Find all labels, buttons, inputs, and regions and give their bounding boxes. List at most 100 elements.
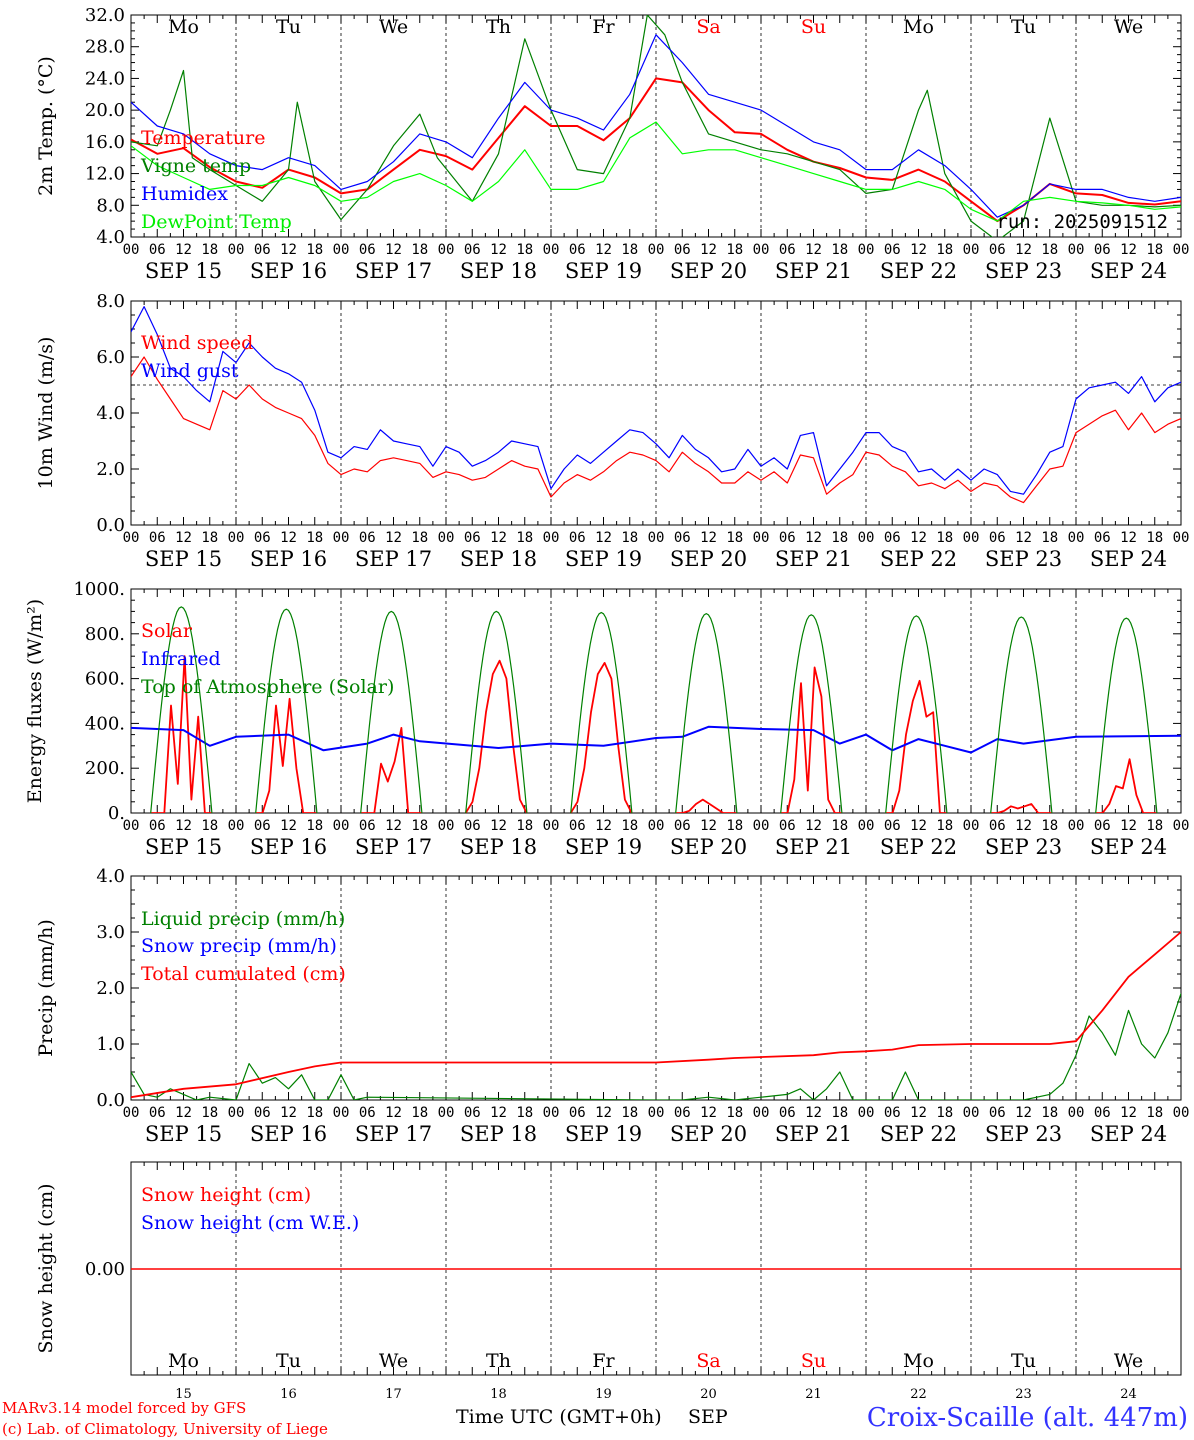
date-label: SEP 18 [460,547,537,571]
hour-tick-label: 06 [989,530,1006,546]
series-humidex [131,34,1181,218]
hour-tick-label: 18 [1041,242,1058,258]
hour-tick-label: 12 [175,1105,192,1121]
hour-tick-label: 12 [700,242,717,258]
hour-tick-label: 18 [1041,530,1058,546]
hour-tick-label: 18 [831,242,848,258]
day-number-label: 24 [1120,1387,1137,1402]
month-label: SEP [688,1406,728,1428]
hour-tick-label: 00 [963,530,980,546]
series-wind-gust [131,306,1181,495]
hour-tick-label: 12 [805,530,822,546]
y-axis-title: 10m Wind (m/s) [35,337,57,490]
weekday-label: Th [486,1350,511,1372]
date-label: SEP 17 [355,835,432,859]
date-label: SEP 19 [565,835,642,859]
y-tick-label: 2.0 [96,459,125,480]
hour-tick-label: 18 [726,242,743,258]
hour-tick-label: 18 [411,1105,428,1121]
day-number-label: 20 [700,1387,717,1402]
hour-tick-label: 00 [228,1105,245,1121]
hour-tick-label: 00 [858,530,875,546]
hour-tick-label: 06 [1094,818,1111,834]
hour-tick-label: 18 [306,530,323,546]
weekday-label: Mo [168,16,199,38]
hour-tick-label: 06 [149,1105,166,1121]
hour-tick-label: 00 [543,1105,560,1121]
series-infrared [131,725,1181,754]
legend-entry: Top of Atmosphere (Solar) [141,676,394,698]
y-tick-label: 0. [108,803,125,824]
hour-tick-label: 00 [1068,1105,1085,1121]
hour-tick-label: 12 [805,1105,822,1121]
hour-tick-label: 12 [280,242,297,258]
hour-tick-label: 18 [936,530,953,546]
hour-tick-label: 18 [516,530,533,546]
hour-tick-label: 18 [201,818,218,834]
date-label: SEP 24 [1090,835,1167,859]
series-total-cumulated-cm [131,930,1181,1099]
hour-tick-label: 12 [385,530,402,546]
plot-area [131,15,1181,237]
hour-tick-label: 12 [385,1105,402,1121]
credit-line-1: MARv3.14 model forced by GFS [2,1399,246,1417]
hour-tick-label: 00 [228,530,245,546]
hour-tick-label: 18 [201,530,218,546]
series-solar [464,659,528,813]
hour-tick-label: 18 [516,1105,533,1121]
hour-tick-label: 00 [333,530,350,546]
hour-tick-label: 00 [228,818,245,834]
hour-tick-label: 12 [1120,242,1137,258]
hour-tick-label: 06 [149,818,166,834]
date-label: SEP 24 [1090,259,1167,283]
series-liquid-precip-mm-h [131,993,1181,1100]
legend-entry: Snow height (cm) [141,1184,311,1206]
hour-tick-label: 00 [1173,530,1190,546]
hour-tick-label: 00 [648,1105,665,1121]
hour-tick-label: 12 [805,818,822,834]
legend-entry: Wind speed [141,332,253,354]
credit-line-2: (c) Lab. of Climatology, University of L… [2,1420,328,1438]
series-top-of-atmosphere-solar [780,614,843,813]
hour-tick-label: 06 [884,530,901,546]
hour-tick-label: 06 [359,242,376,258]
date-label: SEP 23 [985,547,1062,571]
hour-tick-label: 18 [936,242,953,258]
hour-tick-label: 18 [831,818,848,834]
day-number-label: 18 [490,1387,507,1402]
hour-tick-label: 12 [595,1105,612,1121]
hour-tick-label: 00 [438,1105,455,1121]
weekday-label: We [1114,1350,1143,1372]
weekday-label: Mo [168,1350,199,1372]
hour-tick-label: 00 [858,818,875,834]
hour-tick-label: 06 [569,530,586,546]
series-top-of-atmosphere-solar [255,608,318,813]
series-solar [255,697,317,813]
series-solar [675,798,737,813]
y-tick-label: 600. [85,669,125,690]
hour-tick-label: 18 [1146,242,1163,258]
weekday-label: Tu [276,1350,301,1372]
hour-tick-label: 06 [989,818,1006,834]
hour-tick-label: 06 [1094,1105,1111,1121]
hour-tick-label: 06 [254,242,271,258]
legend-entry: Vigne temp [140,155,251,177]
hour-tick-label: 00 [963,242,980,258]
hour-tick-label: 00 [1068,242,1085,258]
hour-tick-label: 00 [753,530,770,546]
legend-entry: Total cumulated (cm) [141,963,346,985]
hour-tick-label: 18 [936,1105,953,1121]
weekday-label: We [379,16,408,38]
day-number-label: 22 [910,1387,927,1402]
series-temperature [131,77,1181,223]
hour-tick-label: 00 [1173,818,1190,834]
hour-tick-label: 18 [621,242,638,258]
legend-entry: Snow precip (mm/h) [141,935,337,957]
hour-tick-label: 12 [910,530,927,546]
y-tick-label: 12.0 [85,164,125,185]
series-top-of-atmosphere-solar [360,610,423,813]
date-label: SEP 17 [355,547,432,571]
panel-1: 4.0 8.0 12.0 16.0 20.0 24.0 28.0 32.0 2m Temp. (… [35,5,1189,283]
series-top-of-atmosphere-solar [150,606,213,813]
